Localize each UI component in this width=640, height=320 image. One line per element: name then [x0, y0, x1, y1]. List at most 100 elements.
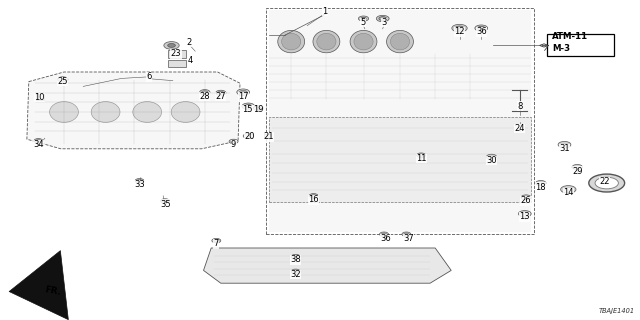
Circle shape [291, 269, 300, 274]
Text: 36: 36 [476, 28, 486, 36]
Ellipse shape [172, 101, 200, 122]
Text: 24: 24 [515, 124, 525, 133]
Text: TBAJE1401: TBAJE1401 [599, 308, 635, 314]
Circle shape [214, 239, 219, 242]
Circle shape [518, 211, 531, 217]
Ellipse shape [278, 30, 305, 53]
Circle shape [242, 103, 255, 109]
Circle shape [253, 106, 264, 111]
Circle shape [595, 177, 618, 189]
Circle shape [293, 255, 298, 258]
Ellipse shape [387, 30, 413, 53]
Circle shape [452, 24, 467, 32]
Circle shape [161, 199, 170, 203]
Text: 2: 2 [186, 38, 191, 47]
Text: FR.: FR. [44, 285, 61, 296]
Text: 5: 5 [360, 18, 365, 27]
Text: 28: 28 [200, 92, 210, 101]
Circle shape [417, 153, 426, 157]
Text: 17: 17 [238, 92, 248, 101]
Circle shape [212, 238, 221, 243]
Ellipse shape [317, 33, 336, 50]
Circle shape [572, 164, 582, 170]
Text: 11: 11 [416, 154, 426, 163]
Circle shape [589, 174, 625, 192]
Circle shape [402, 232, 411, 236]
Polygon shape [204, 248, 451, 283]
Text: 21: 21 [264, 132, 274, 141]
Circle shape [163, 200, 168, 202]
Ellipse shape [350, 30, 377, 53]
Text: 16: 16 [308, 196, 319, 204]
Circle shape [558, 141, 571, 148]
Circle shape [218, 91, 224, 94]
Circle shape [58, 77, 68, 82]
Text: 27: 27 [216, 92, 226, 101]
Text: 36: 36 [380, 234, 390, 243]
Ellipse shape [133, 101, 162, 122]
Circle shape [381, 233, 387, 236]
Circle shape [379, 17, 387, 20]
Circle shape [256, 107, 261, 109]
Text: 37: 37 [403, 234, 413, 243]
Text: 18: 18 [536, 183, 546, 192]
Circle shape [536, 180, 546, 186]
Text: 4: 4 [188, 56, 193, 65]
Text: 19: 19 [253, 105, 263, 114]
Text: 25: 25 [58, 77, 68, 86]
FancyBboxPatch shape [547, 34, 614, 56]
Circle shape [455, 26, 464, 30]
Ellipse shape [390, 33, 410, 50]
Text: 34: 34 [33, 140, 44, 149]
Circle shape [135, 179, 144, 183]
Text: 15: 15 [242, 105, 252, 114]
Text: 6: 6 [147, 72, 152, 81]
Text: ATM-11
M-3: ATM-11 M-3 [552, 32, 588, 53]
FancyBboxPatch shape [269, 10, 531, 232]
Text: 29: 29 [572, 167, 582, 176]
Circle shape [358, 16, 369, 21]
Text: 7: 7 [214, 239, 219, 248]
Ellipse shape [354, 33, 373, 50]
Circle shape [137, 180, 142, 182]
Text: 13: 13 [520, 212, 530, 221]
Text: 23: 23 [171, 49, 181, 58]
Ellipse shape [92, 101, 120, 122]
Text: 33: 33 [134, 180, 145, 189]
Circle shape [200, 90, 210, 95]
Text: 10: 10 [35, 93, 45, 102]
Circle shape [477, 26, 485, 30]
Text: 9: 9 [231, 140, 236, 149]
Circle shape [202, 91, 208, 94]
Circle shape [34, 139, 43, 143]
Text: 31: 31 [559, 144, 570, 153]
Circle shape [376, 15, 389, 22]
Circle shape [486, 154, 497, 159]
Circle shape [309, 194, 318, 198]
Text: 32: 32 [291, 270, 301, 279]
Circle shape [311, 195, 316, 197]
Text: 35: 35 [160, 200, 170, 209]
Circle shape [237, 89, 250, 95]
Text: 3: 3 [381, 18, 387, 27]
Circle shape [291, 254, 300, 259]
Text: 20: 20 [244, 132, 255, 141]
Circle shape [561, 186, 576, 193]
Text: 12: 12 [454, 28, 465, 36]
Circle shape [239, 90, 247, 94]
FancyBboxPatch shape [36, 94, 44, 100]
Polygon shape [27, 72, 240, 149]
Circle shape [229, 139, 238, 144]
Circle shape [361, 17, 366, 20]
Circle shape [231, 140, 236, 143]
Circle shape [419, 154, 424, 156]
Text: 8: 8 [517, 102, 522, 111]
Circle shape [475, 25, 488, 31]
FancyBboxPatch shape [168, 60, 186, 67]
Circle shape [521, 195, 531, 200]
Circle shape [36, 140, 41, 142]
Circle shape [168, 44, 175, 47]
Text: 1: 1 [323, 7, 328, 16]
Circle shape [243, 133, 253, 139]
Text: 26: 26 [521, 196, 531, 205]
